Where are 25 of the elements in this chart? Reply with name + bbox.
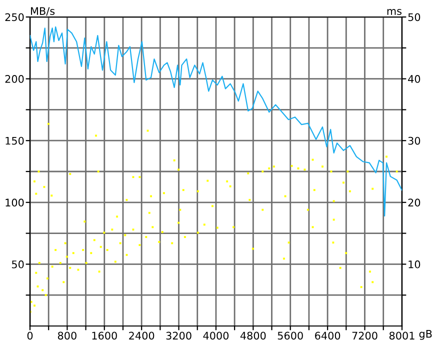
x-tick-label: 4800 — [240, 332, 266, 340]
y2-tick-label: 10 — [408, 260, 420, 268]
x-tick-label: 1600 — [92, 332, 117, 340]
x-tick-label: 3200 — [166, 332, 192, 340]
x-axis-title: gB — [419, 330, 432, 340]
y-tick-label: 150 — [6, 136, 24, 145]
x-tick-label: 2400 — [129, 332, 154, 340]
x-tick-label: 800 — [58, 332, 76, 340]
x-tick-label: 0 — [27, 332, 33, 340]
y2-tick-label: 40 — [408, 75, 420, 83]
y2-tick-label: 30 — [408, 136, 420, 145]
y-tick-label: 50 — [12, 260, 24, 268]
y2-tick-label: 50 — [408, 13, 420, 22]
line-series — [30, 26, 402, 217]
x-tick-label: 5600 — [278, 332, 303, 340]
x-tick-label: 7200 — [352, 332, 378, 340]
y-tick-label: 250 — [5, 13, 24, 22]
y-tick-label: 100 — [6, 198, 24, 207]
y-axis-title: MB/s — [31, 7, 55, 16]
x-tick-label: 6400 — [315, 332, 340, 340]
y2-tick-label: 20 — [408, 198, 420, 207]
x-tick-label: 8001 — [389, 332, 414, 340]
y2-axis-title: ms — [387, 9, 402, 15]
y-tick-label: 200 — [5, 75, 24, 83]
x-tick-label: 4000 — [203, 332, 229, 340]
